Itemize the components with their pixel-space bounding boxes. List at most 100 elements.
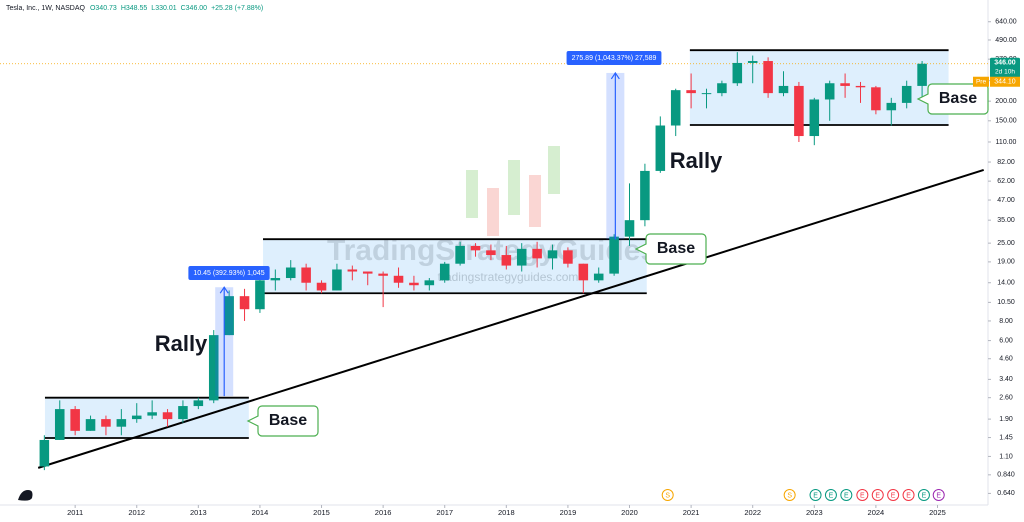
x-tick-label: 2012 <box>128 508 145 517</box>
x-tick-label: 2019 <box>560 508 577 517</box>
event-marker <box>824 489 837 501</box>
trendline <box>37 169 984 469</box>
event-label: E <box>860 492 865 499</box>
candle-body <box>809 99 820 137</box>
header-field: H348.55 <box>121 5 148 12</box>
event-label: E <box>936 492 941 499</box>
candle-body <box>486 250 496 256</box>
event-label: E <box>906 492 911 499</box>
measure-label: 10.45 (392.93%) 1,045 <box>193 270 264 277</box>
x-tick-label: 2011 <box>67 508 83 517</box>
y-tick-label: 47.00 <box>997 197 1015 204</box>
measure-label: 275.89 (1,043.37%) 27,589 <box>572 55 657 62</box>
candle-body <box>316 282 327 291</box>
event-marker <box>932 489 945 501</box>
event-marker <box>917 489 930 501</box>
x-tick-label: 2024 <box>868 508 885 517</box>
countdown-label: 2d 10h <box>995 68 1015 75</box>
y-tick-label: 62.00 <box>997 178 1015 185</box>
y-tick-label: 25.00 <box>997 240 1015 247</box>
candle-body <box>686 90 696 94</box>
candle-body <box>763 61 773 94</box>
base-label: Base <box>657 240 695 257</box>
pre-tag: Pre <box>976 78 987 85</box>
y-tick-label: 1.10 <box>999 453 1013 460</box>
y-tick-label: 6.00 <box>999 337 1013 344</box>
header-field: C346.00 <box>181 5 208 12</box>
event-marker <box>856 489 869 501</box>
candle-body <box>701 93 712 95</box>
candle-body <box>39 439 50 467</box>
y-tick-label: 1.45 <box>999 434 1013 441</box>
last-price-bg <box>990 57 1020 78</box>
event-marker <box>871 489 884 501</box>
candle-body <box>101 419 111 427</box>
candle-body <box>409 282 419 286</box>
candle-body <box>640 170 650 221</box>
candle-body <box>578 263 589 281</box>
candle-body <box>593 273 604 281</box>
candle-body <box>732 62 743 84</box>
candle-body <box>794 85 804 137</box>
x-tick-label: 2015 <box>313 508 330 517</box>
header-field: O340.73 <box>90 5 117 12</box>
x-tick-label: 2017 <box>436 508 453 517</box>
candle-body <box>378 273 388 276</box>
candle-body <box>917 63 927 86</box>
rally-label: Rally <box>155 331 208 356</box>
y-tick-label: 19.00 <box>997 259 1015 266</box>
y-tick-label: 640.00 <box>995 19 1017 26</box>
candle-body <box>70 409 80 431</box>
event-label: S <box>665 492 670 499</box>
candle-body <box>162 412 173 420</box>
candle-body <box>131 415 142 420</box>
watermark-bar <box>529 175 541 227</box>
rally-label: Rally <box>670 148 723 173</box>
event-label: E <box>829 492 834 499</box>
event-marker <box>783 489 796 501</box>
candle-body <box>778 85 789 94</box>
x-tick-label: 2025 <box>929 508 946 517</box>
y-tick-label: 8.00 <box>999 318 1013 325</box>
y-tick-label: 2.60 <box>999 395 1013 402</box>
header-field: L330.01 <box>151 5 176 12</box>
candle-body <box>516 248 527 266</box>
event-label: E <box>844 492 849 499</box>
candle-body <box>347 269 358 272</box>
y-tick-label: 3.40 <box>999 376 1013 383</box>
x-tick-label: 2022 <box>744 508 761 517</box>
candle-body <box>116 419 127 427</box>
y-tick-label: 1.90 <box>999 416 1013 423</box>
y-tick-label: 490.00 <box>995 37 1017 44</box>
event-label: E <box>875 492 880 499</box>
x-tick-label: 2023 <box>806 508 823 517</box>
candle-body <box>501 255 512 266</box>
y-tick-label: 110.00 <box>996 139 1017 146</box>
header-title: Tesla, Inc., 1W, NASDAQ <box>6 5 86 12</box>
event-label: S <box>787 492 792 499</box>
candle-body <box>717 83 727 94</box>
candle-body <box>455 245 465 264</box>
base-callout <box>634 233 707 265</box>
candle-body <box>147 412 157 416</box>
candle-body <box>85 419 96 431</box>
y-tick-label: 0.840 <box>997 472 1015 479</box>
pre-price-label: 344.10 <box>994 79 1016 86</box>
candle-body <box>285 267 296 279</box>
candle-body <box>224 296 234 336</box>
watermark-bar <box>548 146 560 194</box>
watermark-bar <box>508 160 520 215</box>
event-label: E <box>891 492 896 499</box>
measure-label-bg <box>188 266 270 280</box>
candle-body <box>393 275 404 283</box>
y-tick-label: 0.640 <box>997 490 1015 497</box>
measure-arrowhead <box>610 71 620 80</box>
candle-body <box>270 278 281 281</box>
x-tick-label: 2020 <box>621 508 638 517</box>
candle-body <box>178 406 188 420</box>
event-marker <box>902 489 915 501</box>
candle-body <box>747 61 758 63</box>
event-marker <box>840 489 853 501</box>
candle-body <box>871 87 881 111</box>
